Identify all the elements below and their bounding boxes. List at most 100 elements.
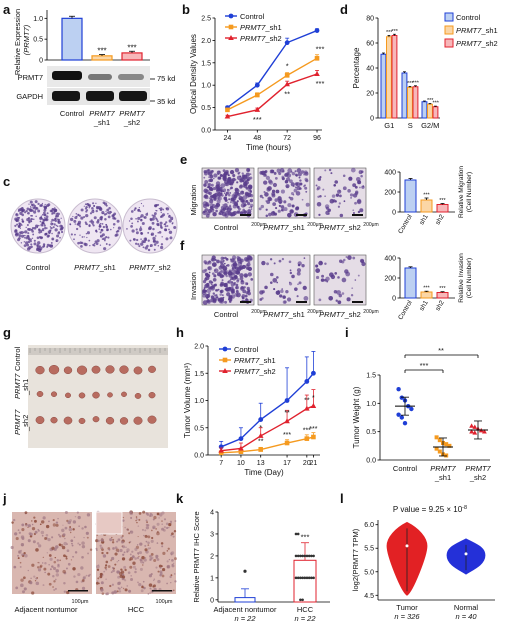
l-y-axis-label: log2(PRMT7 TPM) xyxy=(351,528,360,591)
d-legend-swatch xyxy=(444,12,454,22)
f-micrograph-control-cell xyxy=(235,290,239,293)
e-micrograph-sh2-cell xyxy=(317,195,320,198)
f-micrograph-control-cell xyxy=(225,264,228,267)
k-point xyxy=(303,554,307,558)
e-micrograph-sh2-cell xyxy=(357,210,361,214)
j-image-nontumor-texture xyxy=(48,554,52,557)
c-colony xyxy=(14,229,18,234)
e-bar xyxy=(404,179,417,213)
j-image-nontumor-texture xyxy=(49,568,52,571)
c-colony xyxy=(27,211,30,215)
j-image-nontumor-texture xyxy=(81,544,86,549)
c-colony xyxy=(17,238,20,242)
j-image-nontumor-texture xyxy=(21,528,25,532)
e-micrograph-control-cell xyxy=(216,170,221,175)
e-micrograph-sh2-cell xyxy=(328,168,332,172)
j-image-hcc-texture xyxy=(149,514,152,517)
j-image-nontumor-texture xyxy=(62,533,66,537)
j-image-hcc-texture xyxy=(156,531,160,536)
c-colony xyxy=(161,236,163,238)
c-colony xyxy=(95,230,98,233)
c-colony xyxy=(74,233,76,236)
j-image-nontumor-texture xyxy=(73,536,76,538)
e-micrograph-sh1-cell xyxy=(280,189,285,194)
j-image-hcc-texture xyxy=(101,551,104,555)
j-image-nontumor-texture xyxy=(81,527,84,530)
f-micrograph-control-cell xyxy=(228,297,231,301)
e-micrograph-control-cell xyxy=(234,168,240,173)
c-colony xyxy=(50,241,53,244)
l-x-tick-label: Normal xyxy=(454,603,479,612)
c-colony xyxy=(117,226,121,230)
j-image-nontumor-texture xyxy=(77,542,80,545)
c-colony xyxy=(77,214,80,216)
h-point xyxy=(258,417,264,422)
e-micrograph-control-cell xyxy=(224,213,228,217)
e-micrograph-sh1-cell xyxy=(294,186,297,189)
g-tumor xyxy=(48,364,60,375)
j-image-nontumor-texture xyxy=(62,569,66,574)
c-colony xyxy=(32,206,36,209)
d-y-tick-label: 40 xyxy=(366,66,374,73)
c-colony xyxy=(113,227,115,229)
j-image-hcc-texture xyxy=(102,554,107,558)
i-point xyxy=(399,395,404,400)
j-image-nontumor-texture xyxy=(42,584,45,587)
j-image-nontumor-texture xyxy=(56,559,60,562)
e-micrograph-sh1-cell xyxy=(267,196,272,201)
j-image-hcc-texture xyxy=(149,592,151,594)
c-colony xyxy=(33,226,37,230)
j-image-nontumor-texture xyxy=(81,541,85,545)
e-micrograph-control-cell xyxy=(232,200,237,205)
e-micrograph-sh1-cell xyxy=(259,194,263,198)
c-colony xyxy=(32,203,35,207)
h-point xyxy=(238,449,244,455)
c-colony xyxy=(30,243,33,246)
e-micrograph-control-cell xyxy=(226,207,232,213)
f-micrograph-sh2-cell xyxy=(343,258,346,262)
a-bar xyxy=(61,17,83,61)
h-series-line xyxy=(221,436,314,454)
j-image-hcc-texture xyxy=(152,585,155,588)
e-micrograph-sh1-cell xyxy=(291,204,295,208)
i-point xyxy=(469,423,474,428)
e-micrograph-control-cell xyxy=(227,201,229,204)
j-image-hcc-texture xyxy=(123,551,126,554)
e-micrograph-control-cell xyxy=(229,170,235,175)
e-micrograph-sh2-scale-bar xyxy=(352,214,363,216)
f-micrograph-control-cell xyxy=(218,265,223,270)
j-image-hcc-texture xyxy=(111,556,115,561)
g-tumor xyxy=(63,366,73,375)
k-point xyxy=(310,554,313,558)
c-colony xyxy=(80,245,83,248)
j-image-hcc-texture xyxy=(170,574,173,577)
k-point xyxy=(301,576,304,580)
c-colony xyxy=(21,213,24,217)
j-image-nontumor-texture xyxy=(18,531,21,534)
f-micrograph-control-cell xyxy=(244,281,249,286)
c-colony xyxy=(97,219,100,222)
c-colony xyxy=(171,222,174,224)
c-colony xyxy=(14,224,17,227)
c-colony xyxy=(168,228,170,231)
j-image-nontumor-texture xyxy=(31,527,36,531)
h-legend-label: PRMT7_sh1 xyxy=(234,356,276,365)
f-micrograph-sh1-cell xyxy=(288,260,292,264)
j-image-hcc-texture xyxy=(138,582,142,587)
e-micrograph-control-cell xyxy=(214,204,219,210)
c-colony xyxy=(98,223,101,226)
e-micrograph-sh2-cell xyxy=(322,188,325,191)
e-micrograph-sh1-cell xyxy=(300,170,305,174)
e-micrograph-sh1-cell xyxy=(266,187,271,192)
e-micrograph-control-cell xyxy=(208,179,211,182)
c-colony xyxy=(140,238,142,240)
a-band xyxy=(118,74,144,80)
c-colony xyxy=(92,209,95,212)
e-micrograph-control-cell xyxy=(239,178,244,183)
j-image-hcc-texture xyxy=(101,537,103,540)
j-image-hcc-texture xyxy=(126,585,129,587)
d-bar xyxy=(380,53,387,119)
g-tumor xyxy=(50,391,58,397)
j-image-hcc-texture xyxy=(105,578,107,580)
